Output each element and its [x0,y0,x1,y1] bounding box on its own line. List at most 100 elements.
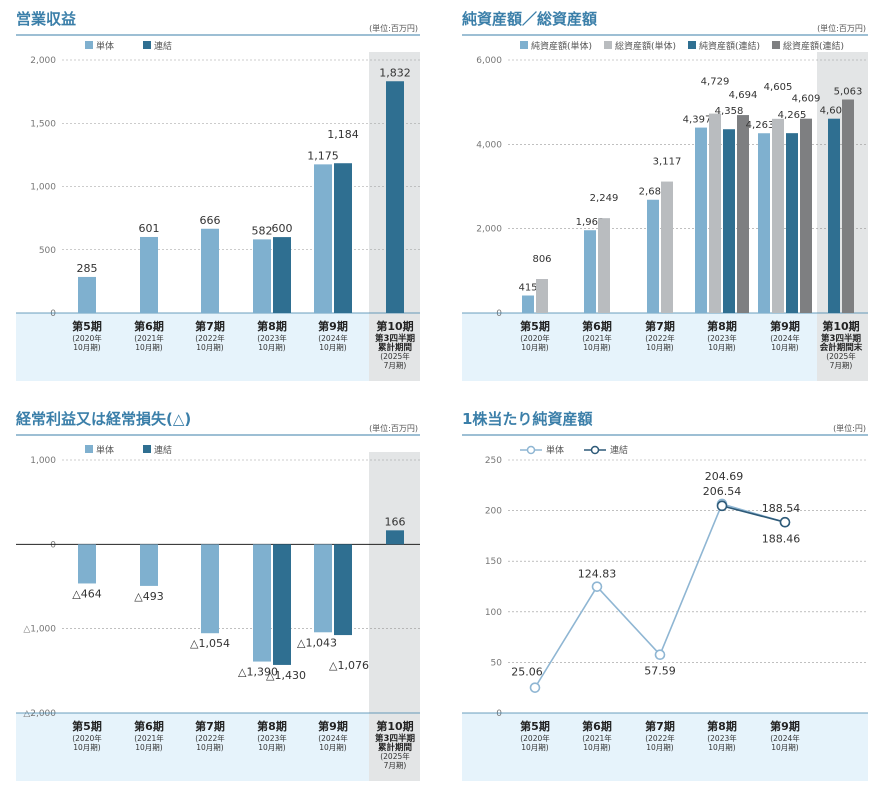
y-tick-label: 1,000 [30,183,56,193]
category-sublabel: (2024年 [770,733,800,743]
y-tick-label: 500 [39,246,56,256]
category-band [462,313,868,381]
category-sublabel: (2023年 [257,333,287,343]
y-tick-label: 100 [485,608,502,618]
category-sublabel: 10月期) [258,343,286,352]
bar [536,279,548,313]
bar [273,544,291,665]
category-sublabel: 10月期) [583,743,611,752]
bar [140,544,158,586]
category-sublabel: 10月期) [135,743,163,752]
category-sublabel: 10月期) [771,343,799,352]
category-sublabel: (2024年 [318,333,348,343]
data-label: 4,265 [778,110,807,121]
legend-marker [526,445,536,455]
category-sublabel: 10月期) [135,343,163,352]
data-label: 806 [532,254,551,265]
bar [201,544,219,634]
data-label: 4,358 [715,106,744,117]
legend-swatch [688,41,696,49]
data-label: △1,430 [266,669,306,682]
y-tick-label: 1,000 [30,456,56,466]
category-sublabel: (2025年 [826,351,856,361]
data-label: 4,263 [746,120,775,131]
category-sublabel: 10月期) [319,343,347,352]
legend-swatch [143,445,151,453]
data-label: 166 [385,515,406,528]
bar [647,199,659,313]
category-label: 第7期 [645,319,675,333]
data-label: △1,076 [329,659,369,672]
y-tick-label: 0 [496,309,502,319]
bar [273,237,291,313]
legend-swatch [143,41,151,49]
category-label: 第5期 [72,319,102,333]
category-sublabel: 10月期) [646,343,674,352]
category-sublabel: (2020年 [520,733,550,743]
data-label: 206.54 [703,485,742,498]
legend-label: 単体 [96,444,114,456]
bar [709,113,721,313]
y-tick-label: 1,500 [30,119,56,129]
category-label: 第6期 [134,719,164,733]
category-sublabel: 第3四半期 [375,333,415,344]
legend-swatch [85,445,93,453]
legend-swatch [85,41,93,49]
data-label: 1,184 [327,128,359,141]
category-sublabel: 10月期) [708,743,736,752]
bar [253,239,271,313]
bar [800,118,812,313]
category-band [16,313,420,381]
category-sublabel: 第3四半期 [821,333,861,344]
category-sublabel: 10月期) [319,743,347,752]
category-sublabel: (2025年 [380,751,410,761]
category-sublabel: 10月期) [196,743,224,752]
bar [386,81,404,313]
data-label: 600 [272,222,293,235]
legend-label: 連結 [610,444,628,456]
category-label: 第9期 [770,719,800,733]
category-label: 第5期 [72,719,102,733]
data-point [779,516,791,528]
data-label: 188.46 [762,532,801,545]
data-label: 2,686 [639,187,668,198]
bar [842,99,854,314]
data-label: △1,054 [190,637,230,650]
y-tick-label: 6,000 [476,56,502,66]
category-sublabel: (2020年 [72,733,102,743]
bar [584,230,596,313]
category-sublabel: 10月期) [258,743,286,752]
bar [772,118,784,313]
category-sublabel: 累計期間 [378,742,412,753]
bar [737,115,749,313]
category-sublabel: 累計期間 [378,342,412,353]
category-label: 第9期 [318,719,348,733]
category-label: 第6期 [582,319,612,333]
bar [758,133,770,313]
bar [661,181,673,313]
data-label: 582 [252,224,273,237]
bar [201,228,219,313]
category-sublabel: (2024年 [318,733,348,743]
data-label: 4,397 [683,115,712,126]
y-tick-label: 2,000 [30,56,56,66]
series-line [534,503,786,689]
bar [78,544,96,584]
data-label: 124.83 [578,568,617,581]
category-label: 第8期 [257,319,287,333]
category-label: 第7期 [195,719,225,733]
category-sublabel: 10月期) [708,343,736,352]
category-label: 第5期 [520,719,550,733]
legend-label: 総資産額(単体) [615,40,676,52]
data-label: 2,249 [590,193,619,204]
legend-marker [590,445,600,455]
category-sublabel: (2023年 [257,733,287,743]
data-point [591,581,603,592]
y-tick-label: 50 [491,658,503,668]
data-label: 4,609 [792,94,821,105]
legend-label: 連結 [154,444,172,456]
bar [786,133,798,313]
chart-title: 純資産額／総資産額 [462,10,597,28]
legend-label: 純資産額(連結) [699,40,760,52]
